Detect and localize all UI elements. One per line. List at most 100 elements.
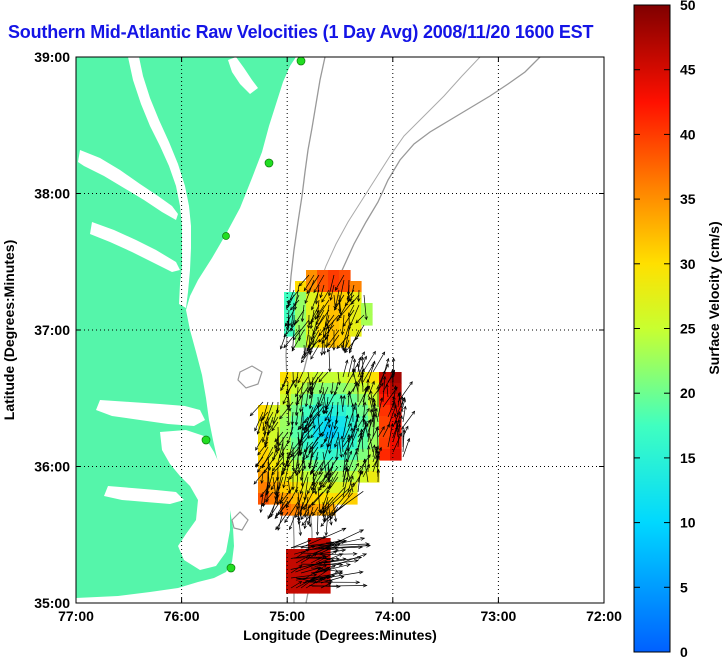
velocity-arrow-head	[374, 407, 378, 412]
velocity-cell	[335, 372, 347, 384]
velocity-arrow-head	[303, 429, 308, 434]
velocity-arrow	[298, 501, 304, 525]
velocity-arrow	[282, 446, 285, 466]
velocity-arrow-head	[350, 427, 354, 432]
velocity-arrow	[387, 423, 393, 448]
velocity-arrow	[363, 294, 367, 320]
velocity-arrow	[287, 476, 291, 494]
velocity-arrow-head	[373, 413, 377, 418]
velocity-arrow	[308, 371, 324, 391]
velocity-cell	[368, 383, 380, 395]
velocity-arrow	[342, 360, 348, 378]
velocity-arrow	[293, 556, 327, 559]
velocity-arrow	[312, 506, 319, 516]
velocity-arrow-head	[264, 443, 268, 448]
velocity-cell	[335, 471, 347, 483]
velocity-arrow-head	[376, 385, 380, 390]
velocity-arrow	[309, 376, 319, 399]
velocity-arrow	[319, 381, 324, 394]
velocity-arrow	[397, 424, 400, 448]
velocity-arrow	[300, 553, 317, 564]
velocity-arrow-head	[307, 521, 311, 526]
velocity-arrow-head	[314, 300, 319, 305]
velocity-arrow	[376, 455, 379, 478]
velocity-arrow-head	[352, 406, 356, 411]
velocity-arrow-head	[296, 401, 300, 406]
velocity-cell	[335, 383, 347, 395]
velocity-arrow	[303, 274, 315, 291]
velocity-cell	[291, 427, 303, 439]
velocity-arrow-head	[287, 490, 292, 495]
velocity-arrow-head	[362, 553, 368, 557]
velocity-arrow	[372, 445, 379, 463]
velocity-arrow	[274, 501, 289, 519]
velocity-arrow-head	[300, 359, 305, 364]
velocity-arrow-head	[365, 423, 369, 428]
velocity-arrow	[250, 401, 264, 416]
velocity-cell	[357, 405, 369, 417]
radar-stations	[201, 56, 306, 573]
velocity-arrow-head	[319, 294, 323, 299]
velocity-arrow-head	[339, 394, 344, 399]
velocity-arrow-head	[267, 430, 272, 434]
colorbar-tick-label: 45	[680, 62, 696, 78]
velocity-arrow-head	[337, 381, 341, 386]
velocity-arrow-head	[276, 447, 281, 452]
velocity-arrow-head	[333, 391, 338, 396]
velocity-arrow-head	[366, 407, 370, 412]
velocity-arrow-head	[260, 417, 264, 422]
velocity-cell	[368, 438, 380, 450]
velocity-arrow	[355, 314, 365, 324]
velocity-arrow	[310, 543, 370, 547]
velocity-arrow-head	[301, 355, 305, 359]
velocity-cell	[346, 372, 358, 384]
velocity-cell	[295, 303, 307, 315]
velocity-arrow-head	[350, 475, 354, 480]
velocity-cell	[324, 449, 336, 461]
velocity-arrow	[397, 398, 406, 423]
velocity-arrow	[305, 546, 363, 551]
velocity-arrow-head	[368, 418, 373, 423]
velocity-arrow	[347, 448, 358, 473]
velocity-arrow-head	[333, 306, 338, 311]
velocity-arrow-head	[396, 411, 401, 416]
velocity-arrow	[312, 416, 315, 429]
velocity-arrow	[349, 339, 355, 354]
velocity-arrow	[287, 426, 294, 444]
velocity-arrow-head	[279, 511, 284, 516]
velocity-cell	[324, 460, 336, 472]
velocity-arrow-head	[321, 555, 326, 559]
velocity-arrow-head	[302, 353, 307, 358]
velocity-arrow-head	[299, 476, 304, 481]
velocity-arrow-head	[298, 532, 303, 537]
velocity-arrow	[255, 446, 269, 468]
velocity-arrow-head	[259, 509, 263, 514]
velocity-arrow-head	[380, 382, 384, 387]
velocity-arrow	[288, 441, 294, 459]
velocity-cell	[368, 471, 380, 483]
velocity-arrow-head	[313, 553, 318, 557]
velocity-arrow	[327, 329, 340, 346]
velocity-arrow-head	[361, 351, 365, 356]
velocity-arrow-head	[338, 570, 344, 574]
velocity-arrow	[272, 406, 279, 424]
velocity-arrow-head	[327, 443, 331, 448]
velocity-arrow-head	[294, 421, 299, 426]
velocity-arrow-head	[396, 419, 400, 424]
velocity-cell	[280, 427, 292, 439]
velocity-cell	[308, 538, 320, 550]
velocity-arrow-head	[288, 526, 293, 531]
velocity-cell	[313, 427, 325, 439]
velocity-arrow-head	[376, 468, 381, 473]
velocity-cell	[346, 460, 358, 472]
velocity-arrow-head	[297, 426, 302, 431]
velocity-arrow-head	[303, 525, 307, 530]
velocity-arrow	[255, 436, 264, 451]
velocity-arrow-head	[307, 539, 312, 543]
velocity-arrow-head	[310, 454, 314, 459]
velocity-arrow	[377, 426, 385, 438]
velocity-arrow	[304, 496, 309, 518]
velocity-arrow	[357, 357, 361, 373]
velocity-arrow	[308, 436, 319, 454]
